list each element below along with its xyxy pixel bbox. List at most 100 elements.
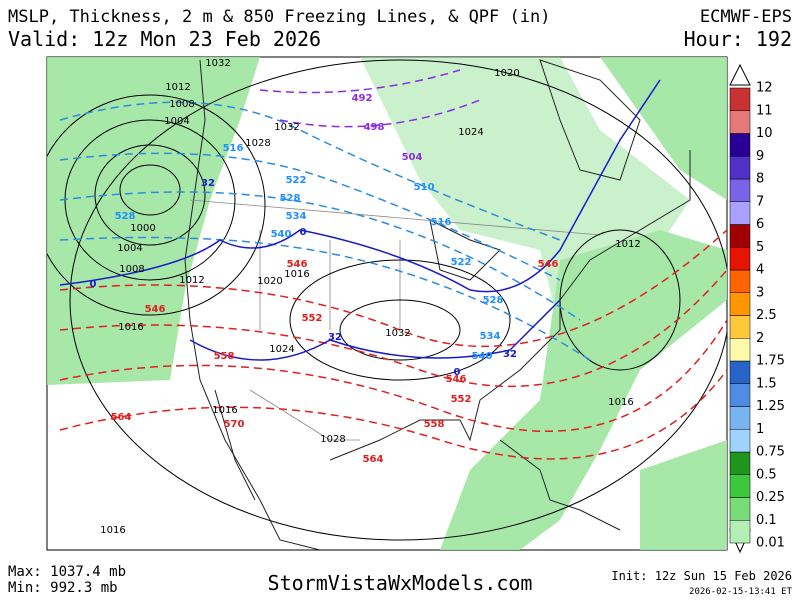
contour-label: 552 [302,313,323,324]
map-layers: 1032 1012 1008 1004 1028 1032 1024 1020 1000 1004… [47,57,727,550]
legend-label: 0.1 [756,513,777,528]
legend-swatch [729,269,751,293]
site-name: StormVistaWxModels.com [268,571,533,595]
max-pressure: Max: 1037.4 mb [8,564,126,580]
map: 1032 1012 1008 1004 1028 1032 1024 1020 1000 1004… [46,56,728,551]
legend-label: 1 [756,422,764,437]
legend-swatch [729,497,751,521]
contour-label: 558 [214,351,235,362]
contour-label: 528 [115,211,136,222]
contour-label: 1016 [118,322,143,333]
legend-swatch [729,429,751,453]
contour-label: 1008 [119,264,144,275]
contour-label: 534 [286,211,307,222]
timestamp: 2026-02-15-13:41 ET [689,587,793,597]
legend-swatch [729,292,751,316]
contour-label: 0 [90,279,97,290]
legend-swatch [729,156,751,180]
thickness-red [59,229,727,460]
contour-label: 540 [472,351,493,362]
legend-swatch [729,224,751,248]
contour-label: 0 [454,367,461,378]
contour-label: 546 [538,259,559,270]
legend-label: 1.5 [756,376,777,391]
coastlines [184,59,691,550]
min-pressure: Min: 992.3 mb [8,580,118,596]
contour-label: 546 [446,374,467,385]
legend-label: 1.75 [756,354,785,369]
contour-label: 522 [451,257,472,268]
legend-label: 12 [756,81,773,96]
legend-label: 7 [756,194,764,209]
legend-swatch [729,110,751,134]
contour-label: 570 [224,419,245,430]
contour-label: 504 [402,152,423,163]
contour-label: 564 [111,412,132,423]
valid-time: Valid: 12z Mon 23 Feb 2026 [8,27,321,51]
legend-label: 6 [756,217,764,232]
contour-label: 1012 [165,82,190,93]
legend-swatch [729,315,751,339]
contour-label: 1028 [245,138,270,149]
title: MSLP, Thickness, 2 m & 850 Freezing Line… [8,7,550,27]
legend-label: 0.25 [756,490,785,505]
contour-label: 546 [287,259,308,270]
legend-label: 0.75 [756,445,785,460]
legend-label: 9 [756,149,764,164]
legend-label: 4 [756,263,764,278]
contour-label: 1008 [169,99,194,110]
precip-areas [47,57,727,550]
contour-label: 1016 [284,269,309,280]
thickness-purple [259,69,481,128]
model-name: ECMWF-EPS [700,7,792,27]
contour-label: 1024 [458,127,483,138]
legend: 0.01 0.1 0.25 0.5 0.75 1 1.25 1.5 1.75 2 2.5 3 4 5 6 7 8… [729,63,785,554]
legend-label: 3 [756,285,764,300]
legend-label: 2 [756,331,764,346]
contour-label: 1020 [257,276,282,287]
legend-label: 10 [756,126,773,141]
legend-label: 8 [756,172,764,187]
contour-label: 1016 [608,397,633,408]
legend-label: 5 [756,240,764,255]
legend-label: 0.5 [756,467,777,482]
contour-label: 516 [223,143,244,154]
legend-swatch [729,360,751,384]
legend-swatch [729,201,751,225]
legend-swatch [729,451,751,475]
contour-label: 540 [271,229,292,240]
contour-label: 558 [424,419,445,430]
contour-label: 1012 [615,239,640,250]
legend-swatch [729,383,751,407]
contour-label: 1032 [385,328,410,339]
contour-label: 516 [431,217,452,228]
legend-label: 2.5 [756,308,777,323]
legend-swatch [729,474,751,498]
legend-swatch [729,87,751,111]
contour-label: 528 [280,193,301,204]
legend-swatch [729,338,751,362]
legend-arrow-top [729,63,751,86]
legend-swatch [729,133,751,157]
contour-label: 1012 [179,275,204,286]
contour-label: 1016 [100,525,125,536]
legend-swatch [729,247,751,271]
legend-label: 1.25 [756,399,785,414]
contour-label: 1020 [494,68,519,79]
contour-label: 1028 [320,434,345,445]
contour-label: 492 [352,93,373,104]
legend-label: 0.01 [756,536,785,551]
contour-label: 32 [328,332,342,343]
contour-label: 0 [300,227,307,238]
contour-label: 1004 [117,243,142,254]
contour-label: 498 [364,122,385,133]
contour-label: 1004 [164,116,189,127]
contour-label: 522 [286,175,307,186]
contour-label: 1024 [269,344,294,355]
contour-label: 534 [480,331,501,342]
contour-label: 1016 [212,405,237,416]
forecast-hour: Hour: 192 [684,27,792,51]
contour-label: 546 [145,304,166,315]
contour-label: 1000 [130,223,155,234]
